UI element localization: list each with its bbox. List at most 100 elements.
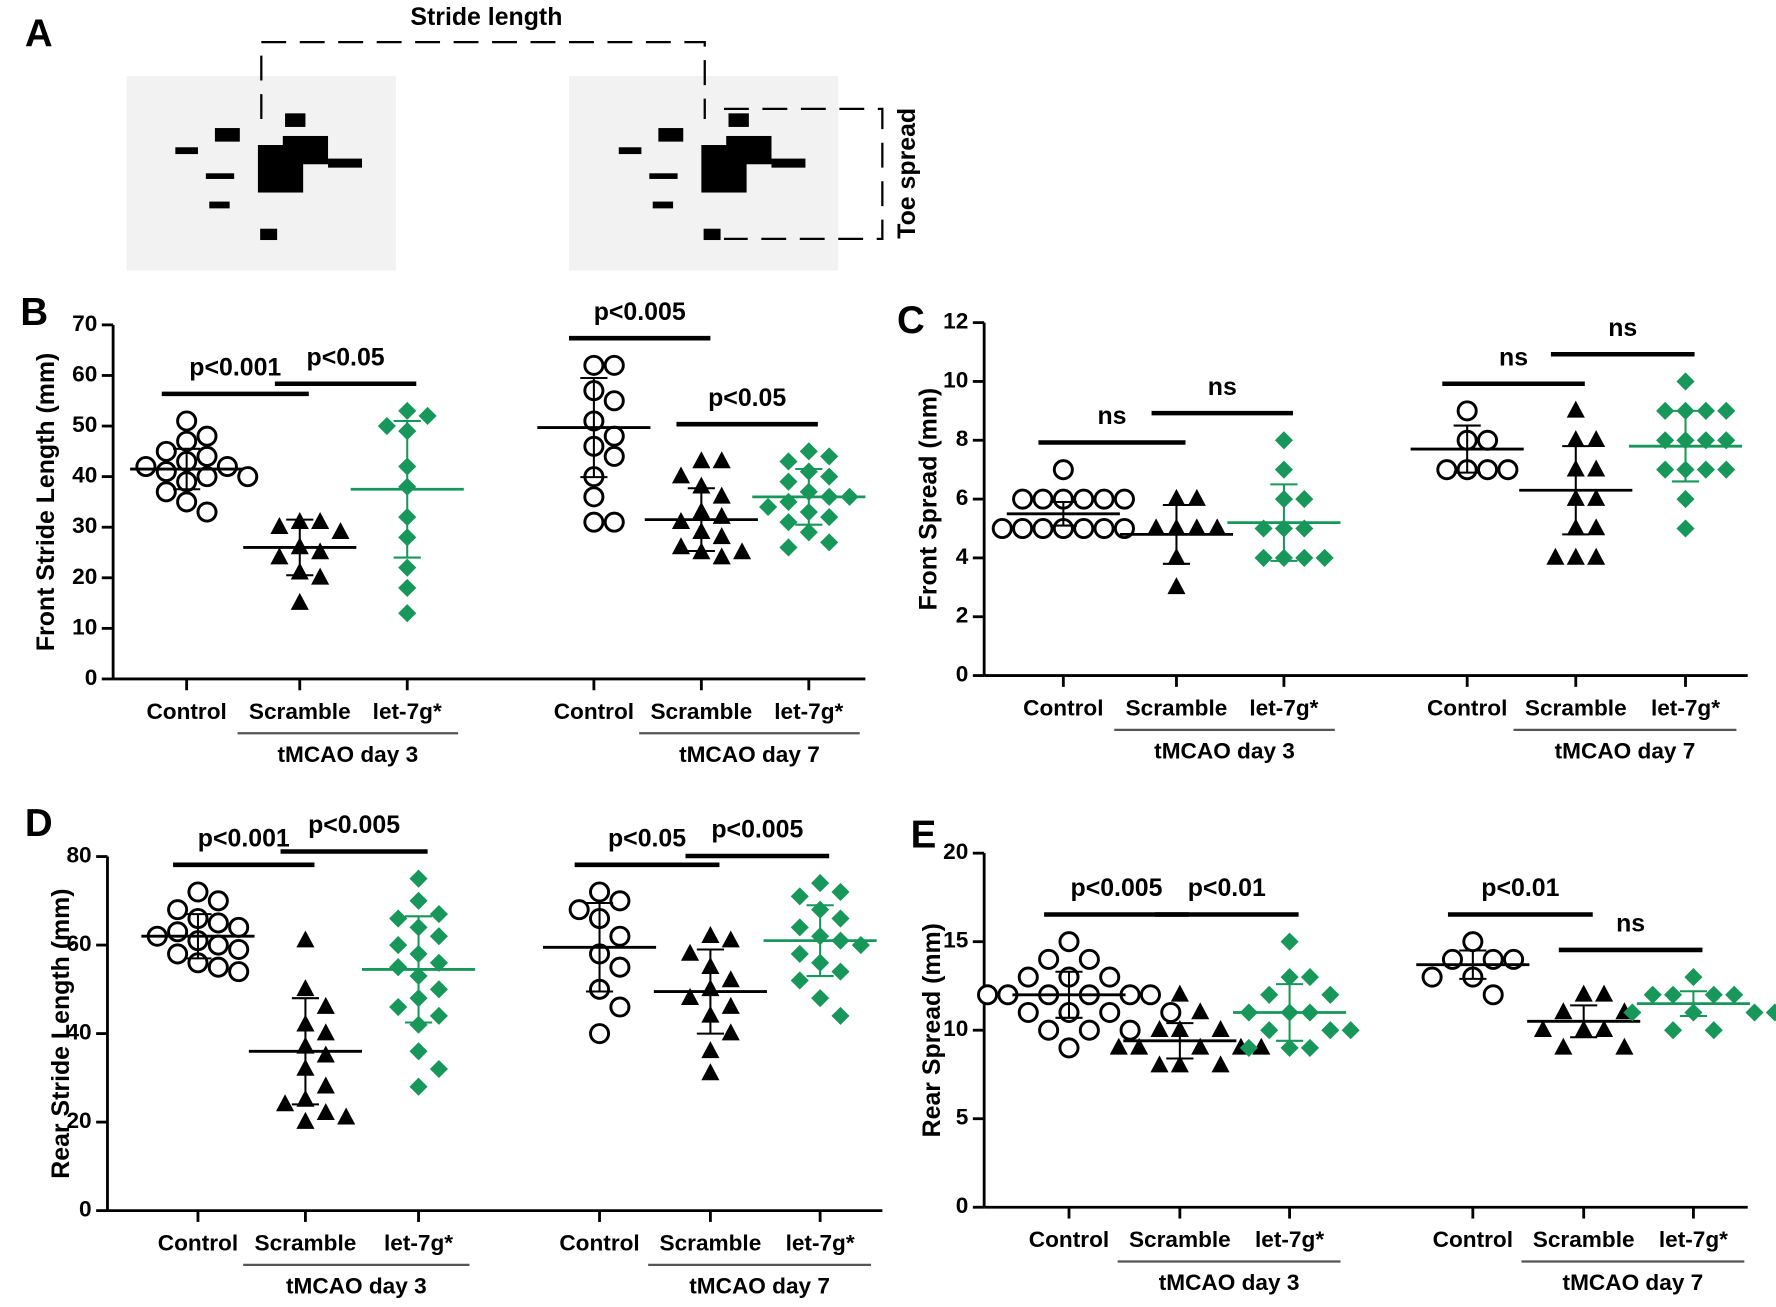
data-point [1623, 1003, 1642, 1022]
data-point [603, 445, 625, 467]
data-point [429, 1059, 448, 1079]
data-point [1208, 518, 1227, 536]
data-point [589, 1023, 611, 1045]
data-point [1150, 1020, 1169, 1037]
y-axis-label: Rear Spread (mm) [918, 923, 946, 1137]
data-point [1032, 517, 1054, 540]
data-point [1058, 931, 1080, 953]
data-point [316, 1103, 335, 1121]
data-point [701, 1063, 720, 1081]
data-point [1187, 488, 1206, 506]
x-tick-label: Control [1427, 695, 1507, 720]
data-point [176, 491, 198, 513]
data-point [228, 938, 250, 961]
data-point [680, 943, 700, 961]
data-point [790, 887, 809, 906]
data-point [1321, 1021, 1340, 1040]
data-point [1664, 1021, 1683, 1040]
data-point [1052, 459, 1074, 481]
sd-bar [1570, 1004, 1598, 1039]
data-point [290, 592, 309, 610]
data-point [389, 997, 408, 1017]
data-point [820, 508, 839, 527]
data-point [1587, 488, 1606, 506]
y-tick-label: 0 [79, 1197, 92, 1222]
data-point [1656, 401, 1675, 420]
y-tick-label: 0 [85, 665, 98, 690]
y-tick-label: 40 [72, 463, 97, 488]
data-point [1032, 488, 1054, 510]
x-tick-label: Scramble [650, 699, 752, 724]
spread-label: Toe spread [893, 108, 921, 239]
y-tick-label: 0 [956, 1193, 969, 1218]
x-tick-label: let-7g* [373, 699, 442, 724]
data-point [721, 1023, 740, 1041]
sd-bar [1679, 990, 1707, 1018]
data-point [1167, 488, 1186, 506]
data-point [603, 354, 625, 376]
sd-bar [585, 902, 614, 993]
sd-bar [1270, 483, 1298, 562]
sd-bar [291, 997, 320, 1106]
y-tick-label: 8 [956, 426, 969, 451]
x-tick-label: let-7g* [786, 1231, 855, 1256]
data-point [1038, 1019, 1060, 1041]
data-point [167, 899, 189, 921]
data-point [207, 890, 229, 912]
data-point [851, 936, 870, 955]
group-label: tMCAO day 3 [277, 742, 418, 767]
data-point [1477, 429, 1499, 451]
data-point [1554, 1002, 1573, 1020]
data-point [377, 416, 396, 436]
significance-label: ns [1097, 402, 1126, 430]
data-point [270, 517, 289, 534]
y-tick-label: 70 [72, 311, 97, 336]
chart: D Rear Stride Length (mm)0 20 40 60 80 Control… [25, 802, 883, 1299]
y-tick-label: 50 [72, 412, 97, 437]
y-tick-label: 12 [943, 309, 968, 334]
data-point [1676, 519, 1695, 538]
data-point [270, 547, 289, 565]
stride-label: Stride length [410, 3, 562, 31]
y-tick-label: 60 [72, 361, 97, 386]
data-point [429, 953, 448, 972]
data-point [1554, 1037, 1573, 1055]
data-point [429, 1006, 448, 1025]
data-point [1341, 1021, 1360, 1040]
data-point [1150, 1055, 1169, 1073]
data-point [1073, 488, 1095, 510]
data-point [1012, 517, 1034, 540]
data-point [1012, 488, 1034, 510]
data-point [712, 506, 731, 524]
data-point [692, 476, 711, 494]
data-point [733, 542, 752, 560]
data-point [609, 956, 631, 978]
x-tick-label: let-7g* [384, 1231, 453, 1256]
data-point [671, 537, 691, 555]
y-tick-label: 5 [956, 1105, 969, 1130]
data-point [207, 912, 229, 934]
data-point [398, 401, 417, 420]
data-point [316, 996, 335, 1014]
data-point [1315, 548, 1334, 567]
significance-label: ns [1499, 343, 1528, 371]
data-point [1160, 1001, 1182, 1024]
data-point [1436, 459, 1458, 481]
data-point [820, 447, 839, 466]
x-tick-label: Scramble [255, 1231, 357, 1256]
data-point [1595, 1020, 1614, 1037]
data-point [671, 466, 691, 484]
data-point [1139, 984, 1161, 1006]
significance-label: p<0.005 [1071, 874, 1163, 902]
data-point [1078, 948, 1100, 970]
data-point [296, 979, 315, 997]
data-point [1704, 985, 1723, 1004]
measure-lines [260, 40, 884, 241]
data-point [977, 984, 999, 1006]
sd-bar [806, 904, 834, 978]
data-point [701, 1041, 720, 1059]
significance-label: ns [1208, 373, 1237, 401]
data-point [155, 440, 177, 462]
data-point [1093, 517, 1115, 540]
significance-label: p<0.05 [608, 825, 686, 853]
